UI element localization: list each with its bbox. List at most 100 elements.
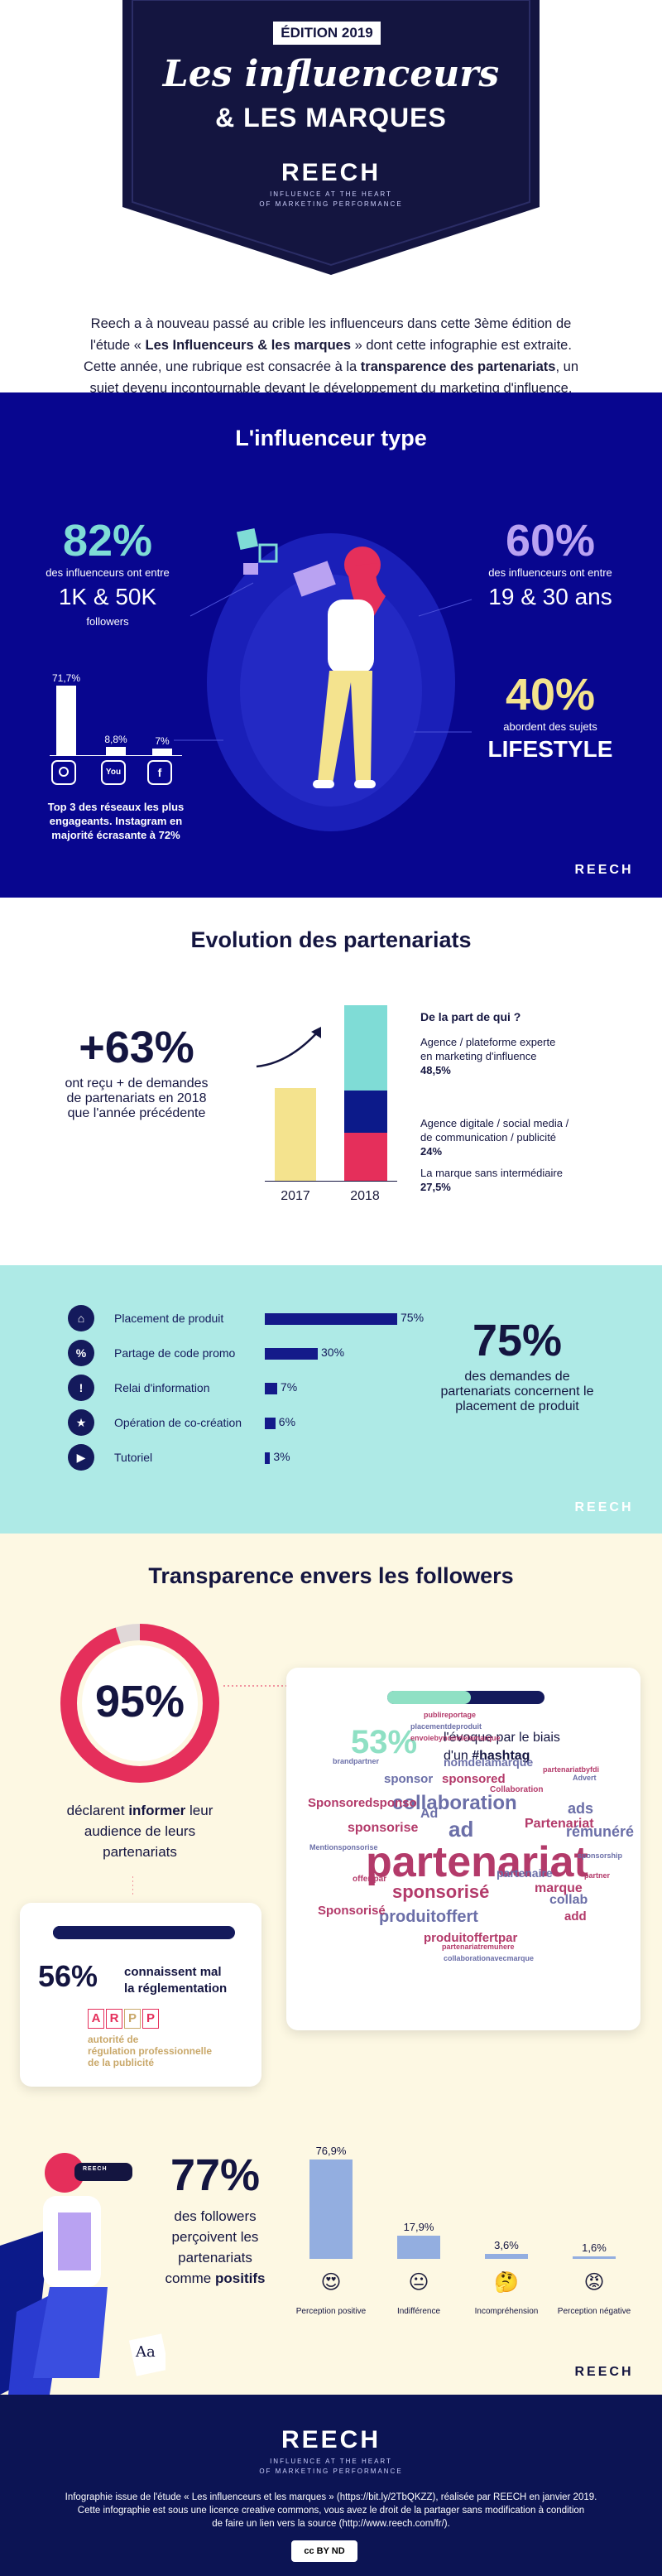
word-cloud-word: marque (535, 1881, 583, 1895)
tagline-2: OF MARKETING PERFORMANCE (259, 200, 403, 208)
promo-icon: % (68, 1340, 94, 1366)
facebook-icon: f (147, 760, 172, 785)
technique-label: Opération de co-création (114, 1416, 242, 1429)
legend-item-line1: La marque sans intermédiaire (420, 1167, 563, 1179)
technique-value: 75% (401, 1311, 425, 1324)
section4-logo: REECH (574, 2365, 634, 2379)
instagram-icon (51, 760, 76, 785)
word-cloud-word: Mentionsponsorise (309, 1843, 378, 1851)
technique-row: ⌂ Placement de produit 75% (68, 1305, 424, 1331)
footer-legal: Infographie issue de l'étude « Les influ… (17, 2491, 645, 2530)
word-cloud-word: Ad (420, 1807, 439, 1821)
followers-line2: 1K & 50K (58, 584, 157, 609)
word-cloud-word: sponsorisé (392, 1881, 490, 1902)
technique-value: 7% (280, 1380, 298, 1394)
product-line3: placement de produit (455, 1399, 579, 1413)
lifestyle-stat: 40% abordent des sujets LIFESTYLE (463, 669, 637, 763)
word-cloud-word: Sponsoredsponso (308, 1796, 417, 1810)
networks-chart: 71,7% 8,8% 7% You f (41, 666, 190, 790)
info-icon: ! (68, 1375, 94, 1401)
word-cloud-word: partenariatremunere (442, 1943, 515, 1951)
word-cloud-word: Sponsorisé (318, 1904, 386, 1918)
product-placement-stat: 75% des demandes de partenariats concern… (405, 1315, 629, 1414)
cocreation-icon: ★ (68, 1409, 94, 1436)
word-cloud-word: Partenariat (525, 1817, 594, 1831)
age-line1: des influenceurs ont entre (488, 566, 612, 579)
bar-2018-segment (344, 1132, 387, 1181)
section-title: L'influenceur type (235, 426, 427, 450)
follower-illustration (0, 2153, 166, 2395)
word-cloud-word: sponsorship (578, 1851, 623, 1860)
word-cloud: partenariat collaboration sponsorisé produi… (286, 1668, 640, 2030)
legend-item-value: 24% (420, 1145, 443, 1158)
footer-tagline-2: OF MARKETING PERFORMANCE (259, 2468, 403, 2475)
footer: REECH INFLUENCE AT THE HEART OF MARKETIN… (0, 2395, 662, 2576)
perception-chart: 76,9% 😍 Perception positive 17,9% 😐 Indiffére… (290, 2135, 645, 2333)
networks-axis (50, 755, 182, 756)
year-2018-label: 2018 (350, 1189, 380, 1203)
partnership-chart: 2017 2018 (265, 1005, 405, 1254)
growth-line2: de partenariats en 2018 (66, 1091, 207, 1105)
header: ÉDITION 2019 Les influenceurs & LES MARQ… (0, 0, 662, 275)
legend-item: Agence / plateforme experte en marketing … (420, 1035, 644, 1077)
chart-axis (265, 1181, 397, 1182)
section3-logo: REECH (574, 1500, 634, 1514)
positive-line2: perçoivent les (171, 2229, 259, 2245)
technique-value: 6% (278, 1415, 296, 1428)
legend-item: Agence digitale / social media / de commu… (420, 1116, 644, 1158)
legend-item-line2: de communication / publicité (420, 1131, 557, 1144)
technique-label: Tutoriel (114, 1451, 153, 1464)
positive-line3: partenariats (178, 2250, 252, 2265)
positive-line1: des followers (174, 2208, 257, 2224)
glasses-label: REECH (83, 2166, 108, 2172)
legend-item-line1: Agence digitale / social media / (420, 1117, 569, 1129)
product-pct: 75% (472, 1316, 563, 1365)
word-cloud-word: ads (568, 1800, 594, 1817)
age-line2: 19 & 30 ans (488, 584, 612, 609)
technique-row: % Partage de code promo 30% (68, 1340, 415, 1366)
arpp-caption: autorité de régulation professionnelle d… (88, 2034, 213, 2068)
intro-line2: l'étude « Les Influenceurs & les marques… (90, 338, 572, 353)
inform-ring (60, 1624, 219, 1783)
lifestyle-line1: abordent des sujets (503, 720, 597, 733)
regulation-pct: 56% (38, 1959, 98, 1993)
inform-caption: déclarent informer leur audience de leur… (66, 1803, 213, 1860)
year-2017-label: 2017 (281, 1189, 310, 1203)
technique-bar (265, 1348, 318, 1360)
technique-label: Partage de code promo (114, 1346, 236, 1360)
followers-line3: followers (86, 615, 129, 628)
word-cloud-word: collab (549, 1893, 588, 1907)
perception-label: Perception positive (295, 2307, 367, 2316)
technique-row: ★ Opération de co-création 6% (68, 1409, 415, 1436)
technique-value: 30% (321, 1346, 345, 1359)
perception-value: 3,6% (494, 2239, 519, 2252)
perception-label: Indifférence (396, 2307, 441, 2316)
word-cloud-word: placementdeproduit (410, 1722, 482, 1731)
perception-bar (309, 2160, 353, 2259)
technique-bar (265, 1383, 277, 1394)
perception-value: 76,9% (315, 2145, 347, 2157)
word-cloud-word: nomdelamarque (444, 1755, 534, 1769)
age-pct: 60% (505, 516, 596, 566)
youtube-icon: You (101, 760, 126, 785)
perception-value: 1,6% (582, 2241, 607, 2254)
product-line1: des demandes de (464, 1370, 570, 1384)
regulation-bar-fill (53, 1926, 156, 1939)
cc-license-badge[interactable]: cc BY ND (291, 2540, 357, 2562)
perception-emoji-icon: 😍 (320, 2271, 342, 2294)
growth-pct: +63% (79, 1023, 194, 1072)
lifestyle-line2: LIFESTYLE (487, 736, 613, 762)
edition-badge: ÉDITION 2019 (273, 22, 381, 45)
section-title: Transparence envers les followers (148, 1563, 514, 1588)
networks-caption: Top 3 des réseaux les plus engageants. I… (47, 801, 185, 841)
legend-item-line2: en marketing d'influence (420, 1050, 537, 1062)
arpp-letter: R (106, 2009, 122, 2029)
legend-item: La marque sans intermédiaire 27,5% (420, 1166, 644, 1194)
product-line2: partenariats concernent le (440, 1384, 594, 1399)
technique-bar (265, 1452, 271, 1464)
perception-value: 17,9% (403, 2221, 434, 2234)
perception-emoji-icon: 😡 (583, 2271, 605, 2294)
intro-line4: sujet devenu incontournable devant le dé… (89, 381, 573, 396)
footer-tagline-1: INFLUENCE AT THE HEART (270, 2458, 392, 2465)
